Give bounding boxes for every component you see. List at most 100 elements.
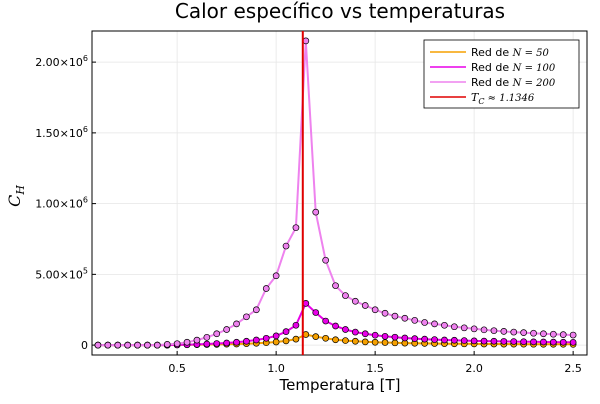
legend: Red de N = 50 Red de N = 100 Red de N = 20…: [423, 39, 580, 109]
data-point: [381, 332, 389, 340]
data-point: [391, 312, 399, 320]
data-point: [520, 329, 527, 336]
data-point: [381, 339, 389, 346]
ticks: 0.5 1.0 1.5 2.0 2.5 0 5.00×105 1.00×106 1.50×106…: [35, 54, 582, 375]
data-point: [520, 338, 527, 346]
data-point: [124, 341, 131, 349]
data-point: [262, 334, 270, 342]
data-point: [510, 328, 518, 336]
data-point: [332, 336, 339, 344]
chart-title: Calor específico vs temperaturas: [175, 0, 505, 23]
data-point: [282, 242, 290, 250]
data-point: [480, 337, 488, 345]
data-point: [480, 326, 488, 334]
legend-label: Red de N = 100: [471, 61, 556, 74]
data-point: [559, 331, 567, 338]
data-point: [342, 337, 349, 344]
data-point: [282, 337, 290, 345]
legend-label: TC ≈ 1.1346: [471, 91, 535, 106]
data-point: [540, 338, 547, 346]
data-point: [282, 328, 290, 336]
data-point: [163, 341, 171, 348]
data-point: [272, 272, 280, 280]
data-point: [361, 338, 369, 346]
data-point: [351, 297, 359, 305]
data-point: [381, 309, 389, 317]
data-point: [470, 325, 478, 333]
y-tick-label: 1.00×106: [35, 196, 88, 211]
data-point: [322, 317, 329, 325]
data-point: [312, 309, 320, 316]
data-point: [441, 336, 448, 344]
x-tick-label: 2.5: [564, 362, 582, 375]
axes: [91, 30, 588, 356]
data-point: [421, 335, 428, 343]
data-point: [223, 339, 230, 347]
data-point: [351, 337, 359, 345]
data-point: [233, 338, 240, 346]
y-tick-label: 2.00×106: [35, 54, 88, 69]
data-point: [411, 335, 419, 342]
data-point: [312, 333, 320, 340]
y-tick-label: 5.00×105: [35, 266, 88, 281]
data-point: [431, 320, 438, 328]
data-point: [342, 326, 349, 333]
x-tick-label: 1.5: [366, 362, 384, 375]
data-point: [104, 341, 112, 349]
data-point: [450, 336, 458, 344]
data-point: [490, 337, 498, 345]
data-point: [233, 320, 240, 328]
data-point: [371, 338, 379, 346]
data-point: [203, 340, 211, 348]
y-tick-label: 1.50×106: [35, 125, 88, 140]
data-point: [252, 306, 260, 314]
data-point: [361, 330, 369, 338]
data-point: [134, 341, 141, 349]
data-point: [441, 321, 448, 329]
y-axis-label: CH: [5, 185, 27, 207]
data-point: [371, 306, 379, 314]
series: [94, 37, 577, 349]
x-axis-label: Temperatura [T]: [279, 376, 401, 394]
data-point: [272, 332, 280, 340]
data-point: [351, 328, 359, 336]
x-tick-label: 0.5: [168, 362, 186, 375]
data-point: [292, 224, 300, 232]
x-tick-label: 1.0: [267, 362, 285, 375]
data-point: [144, 341, 151, 349]
data-point: [549, 338, 557, 346]
data-point: [322, 256, 329, 264]
data-point: [262, 285, 270, 292]
data-point: [530, 329, 537, 337]
data-point: [243, 313, 250, 321]
data-point: [213, 330, 221, 338]
data-point: [490, 327, 498, 335]
data-point: [173, 340, 181, 348]
data-point: [322, 334, 329, 342]
data-point: [569, 338, 577, 346]
data-point: [450, 323, 458, 331]
data-point: [272, 338, 280, 346]
data-point: [183, 338, 191, 346]
data-point: [153, 341, 161, 349]
data-point: [223, 326, 230, 333]
data-point: [510, 338, 518, 345]
data-point: [332, 282, 339, 290]
data-point: [391, 333, 399, 341]
data-point: [421, 319, 428, 326]
data-point: [371, 331, 379, 339]
data-point: [401, 314, 409, 322]
data-point: [500, 338, 508, 345]
data-point: [500, 328, 508, 335]
data-point: [569, 331, 577, 339]
data-point: [391, 339, 399, 347]
data-point: [460, 324, 468, 332]
data-point: [94, 341, 102, 349]
data-point: [361, 302, 369, 309]
y-axis-label-sub: H: [14, 185, 27, 196]
data-point: [470, 337, 478, 345]
legend-label: Red de N = 50: [471, 46, 550, 59]
data-point: [292, 321, 300, 329]
